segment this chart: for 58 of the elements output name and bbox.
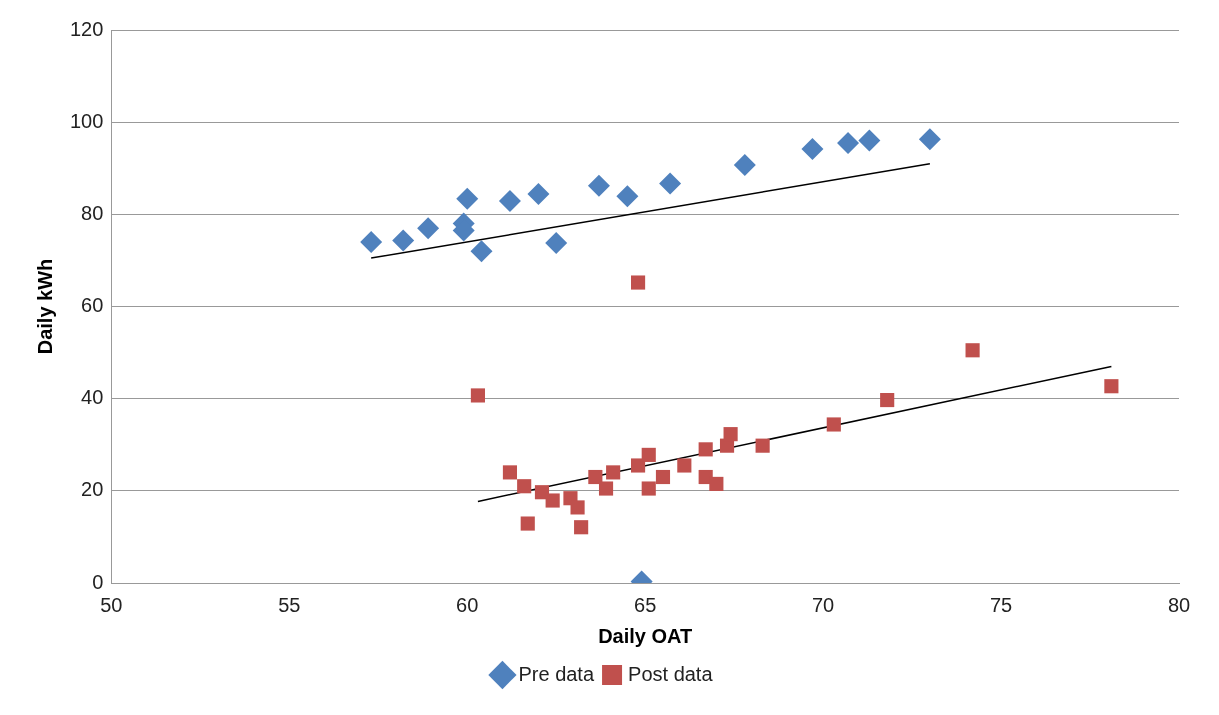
- point: [598, 481, 614, 496]
- point: [517, 479, 532, 494]
- point: [417, 217, 440, 240]
- y-tick-label: 40: [81, 386, 104, 409]
- x-tick-label: 70: [812, 593, 835, 616]
- point: [880, 392, 895, 408]
- point: [659, 172, 682, 195]
- point: [520, 516, 535, 531]
- x-tick-label: 65: [634, 593, 657, 616]
- x-tick-label: 50: [100, 593, 123, 616]
- point: [360, 230, 383, 253]
- y-tick-label: 120: [69, 17, 104, 40]
- legend-label: Post data: [628, 662, 714, 685]
- point: [733, 154, 756, 177]
- x-axis-title: Daily OAT: [598, 624, 693, 647]
- point: [801, 137, 824, 160]
- point: [641, 481, 656, 496]
- point: [723, 427, 738, 442]
- point: [470, 240, 493, 263]
- point: [545, 493, 560, 508]
- point: [698, 442, 713, 457]
- point: [677, 458, 692, 473]
- point: [709, 476, 724, 491]
- point: [545, 231, 568, 254]
- point: [755, 438, 770, 453]
- x-tick-label: 75: [989, 593, 1013, 616]
- x-tick-label: 80: [1167, 593, 1191, 616]
- point: [456, 187, 479, 210]
- y-tick-label: 0: [92, 570, 104, 593]
- point: [570, 500, 585, 515]
- point: [587, 174, 610, 197]
- point: [858, 129, 881, 152]
- point: [498, 189, 521, 212]
- point: [1104, 379, 1119, 394]
- x-tick-label: 55: [278, 593, 301, 616]
- point: [527, 183, 550, 206]
- point: [655, 469, 671, 485]
- point: [918, 128, 941, 151]
- y-tick-label: 20: [81, 478, 104, 501]
- point: [641, 447, 656, 462]
- y-tick-label: 80: [81, 201, 104, 224]
- point: [392, 229, 415, 252]
- y-tick-label: 60: [81, 294, 104, 317]
- point: [631, 275, 646, 290]
- point: [606, 465, 621, 480]
- point: [826, 417, 841, 432]
- point: [631, 458, 646, 473]
- point: [837, 131, 860, 154]
- y-tick-label: 100: [69, 109, 104, 132]
- point: [574, 520, 589, 535]
- point: [502, 465, 518, 480]
- y-axis-title: Daily kWh: [33, 258, 56, 355]
- point: [965, 343, 980, 358]
- x-tick-label: 60: [456, 593, 479, 616]
- point: [470, 388, 485, 403]
- point: [588, 469, 603, 485]
- legend-label: Pre data: [518, 662, 595, 685]
- point: [616, 185, 639, 208]
